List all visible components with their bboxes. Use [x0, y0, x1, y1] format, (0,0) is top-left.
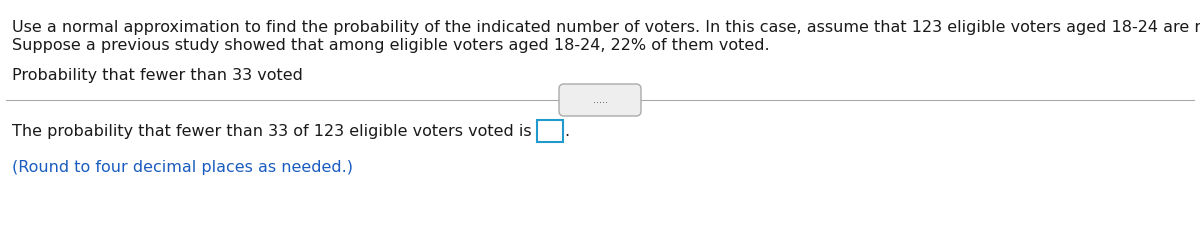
FancyBboxPatch shape — [559, 84, 641, 116]
Text: Suppose a previous study showed that among eligible voters aged 18-24, 22% of th: Suppose a previous study showed that amo… — [12, 38, 769, 53]
Text: .....: ..... — [593, 95, 607, 105]
Text: Use a normal approximation to find the probability of the indicated number of vo: Use a normal approximation to find the p… — [12, 20, 1200, 35]
Text: .: . — [565, 124, 570, 139]
Text: Probability that fewer than 33 voted: Probability that fewer than 33 voted — [12, 68, 302, 83]
FancyBboxPatch shape — [536, 120, 563, 142]
Text: (Round to four decimal places as needed.): (Round to four decimal places as needed.… — [12, 160, 353, 175]
Text: The probability that fewer than 33 of 123 eligible voters voted is: The probability that fewer than 33 of 12… — [12, 124, 532, 139]
